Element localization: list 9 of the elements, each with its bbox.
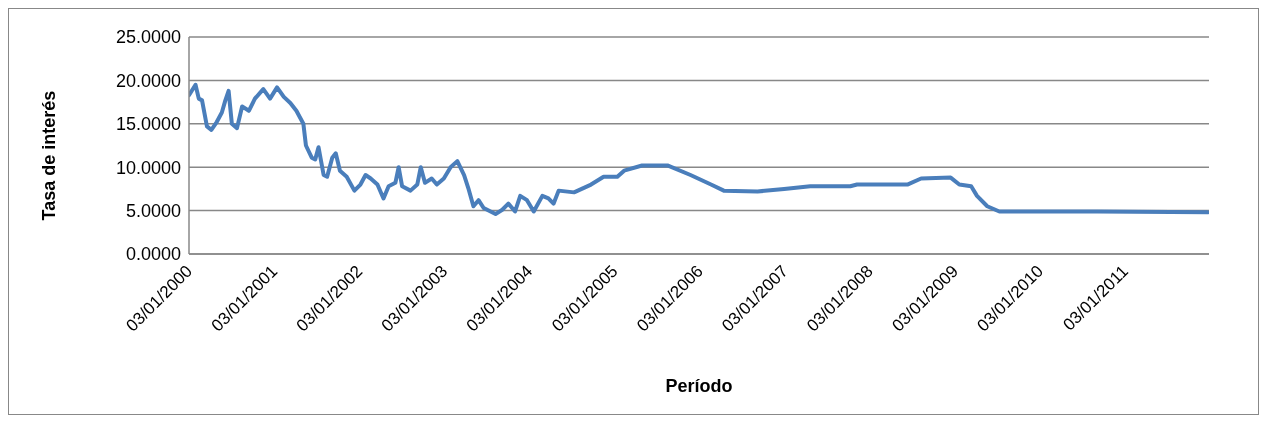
x-axis-title: Período [665,376,733,396]
y-axis-title: Tasa de interés [39,90,60,221]
y-tick-label: 25.0000 [115,27,181,48]
y-tick-label: 20.0000 [115,70,181,91]
y-tick-label: 15.0000 [115,114,181,135]
y-tick-label: 10.0000 [115,157,181,178]
line-series [189,82,1209,217]
y-tick-label: 5.0000 [125,200,181,221]
y-tick-label: 0.0000 [125,244,181,265]
